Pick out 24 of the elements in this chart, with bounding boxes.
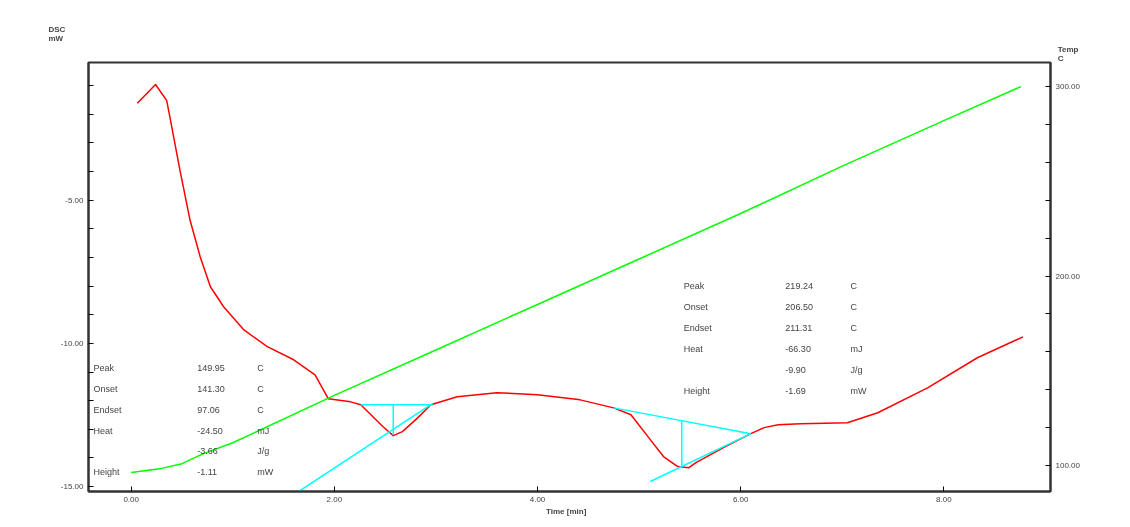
text: -9.90 J/g	[785, 364, 863, 375]
y-axis-title: DSC mW	[48, 24, 66, 43]
x-tick-label: 8.00	[936, 494, 953, 504]
x-tick-label: 0.00	[123, 494, 140, 504]
text: Endset 211.31 C	[683, 322, 857, 333]
text: Height -1.11 mW	[93, 467, 274, 478]
x-tick-label: 4.00	[529, 494, 546, 504]
text: Heat -66.30 mJ	[683, 343, 863, 354]
x-tick-label: 2.00	[326, 494, 343, 504]
y2-axis-title: Temp C	[1057, 44, 1079, 63]
y2-tick-label: 300.00	[1055, 82, 1081, 92]
text: Peak 219.24 C	[683, 281, 857, 292]
text: Height -1.69 mW	[683, 385, 867, 396]
y-tick-label: -15.00	[60, 482, 85, 492]
y2-tick-label: 200.00	[1055, 271, 1081, 281]
text: Onset 206.50 C	[683, 302, 857, 313]
y2-tick-label: 100.00	[1055, 461, 1081, 471]
x-axis-title: Time [min]	[546, 506, 587, 516]
text: Peak 149.95 C	[93, 362, 264, 373]
text: Endset 97.06 C	[93, 404, 264, 415]
y-tick-label: -10.00	[60, 338, 85, 348]
y-tick-label: -5.00	[65, 195, 85, 205]
x-tick-label: 6.00	[732, 494, 749, 504]
text: Onset 141.30 C	[93, 383, 264, 394]
